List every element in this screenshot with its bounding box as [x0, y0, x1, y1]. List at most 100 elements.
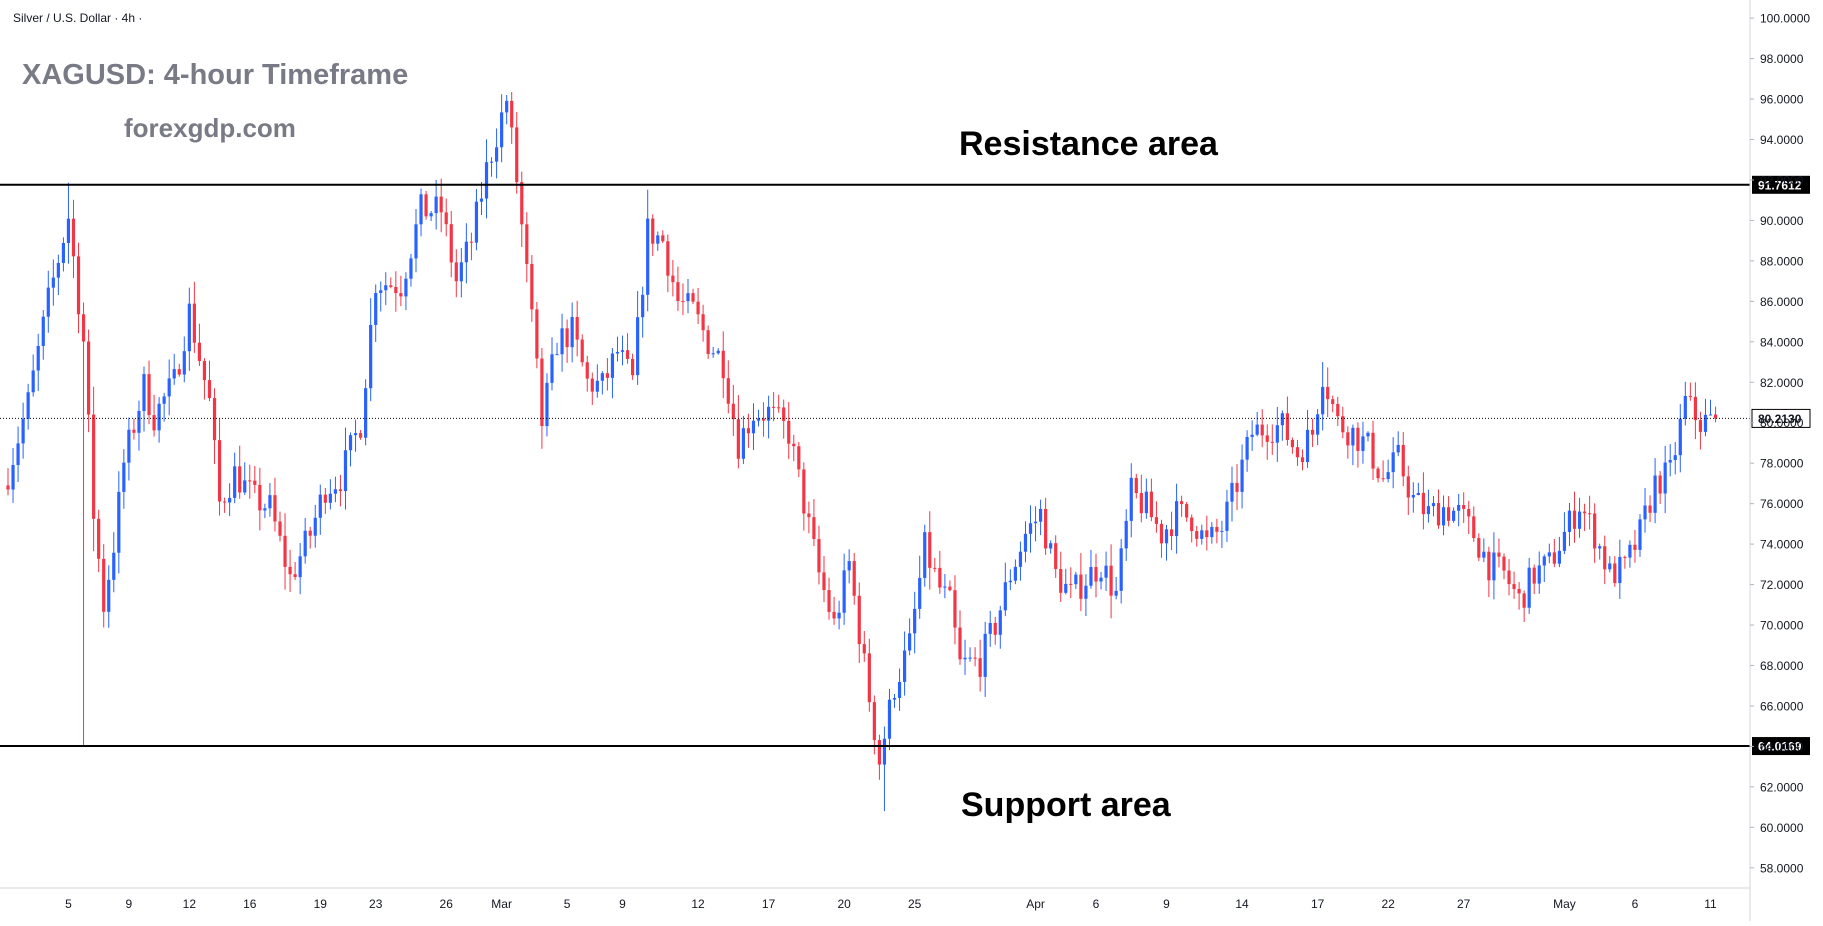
candle-body — [1703, 414, 1708, 432]
candle-body — [847, 561, 851, 571]
candle-body — [827, 590, 831, 612]
candle-body — [817, 539, 821, 573]
chart-overlay-title: XAGUSD: 4-hour Timeframe — [22, 59, 408, 91]
candle-body — [1693, 396, 1697, 421]
candle-body — [872, 702, 876, 741]
candle-body — [288, 566, 292, 575]
candle-body — [1114, 590, 1118, 596]
y-tick-label: 84.0000 — [1760, 335, 1804, 349]
candle-body — [1512, 584, 1516, 589]
candle-body — [1663, 462, 1667, 494]
candle-body — [56, 263, 60, 278]
candle-body — [1557, 550, 1561, 564]
candle-body — [343, 450, 348, 492]
candle-body — [741, 428, 746, 459]
candle-body — [837, 612, 841, 619]
candle-body — [147, 374, 151, 416]
candle-body — [1038, 508, 1043, 522]
candle-body — [222, 501, 227, 503]
candle-body — [1426, 506, 1431, 515]
candle-body — [1008, 580, 1012, 583]
candle-body — [1079, 574, 1083, 599]
candle-body — [1487, 551, 1491, 581]
candle-body — [1537, 565, 1541, 584]
candle-body — [1613, 563, 1617, 584]
candle-body — [1658, 475, 1662, 494]
candle-body — [1381, 478, 1385, 480]
x-tick-label: 19 — [314, 897, 328, 911]
support-price-label: 64.0169 — [1758, 740, 1802, 754]
candle-body — [1018, 551, 1023, 567]
candle-body — [777, 407, 781, 409]
candle-body — [772, 406, 776, 408]
candle-body — [701, 314, 705, 331]
candle-body — [1280, 413, 1284, 426]
candle-body — [1562, 531, 1567, 551]
candle-body — [364, 388, 368, 438]
candle-body — [167, 378, 171, 397]
y-tick-label: 74.0000 — [1760, 538, 1804, 552]
candle-body — [328, 493, 332, 503]
candle-body — [973, 657, 977, 659]
candle-body — [530, 263, 534, 310]
candle-body — [298, 556, 302, 578]
candle-body — [424, 194, 428, 217]
candle-body — [1366, 432, 1370, 437]
candle-body — [625, 350, 630, 359]
y-tick-label: 78.0000 — [1760, 457, 1804, 471]
candle-body — [449, 224, 453, 263]
candle-body — [212, 398, 217, 441]
x-tick-label: 26 — [440, 897, 454, 911]
candle-body — [333, 489, 338, 494]
candle-body — [671, 275, 675, 283]
candle-body — [545, 382, 549, 427]
candle-body — [374, 292, 378, 325]
candle-body — [1099, 577, 1103, 582]
candle-body — [1139, 493, 1143, 514]
candle-body — [243, 480, 247, 493]
candle-body — [807, 513, 811, 518]
candle-body — [1552, 552, 1556, 564]
y-tick-label: 72.0000 — [1760, 578, 1804, 592]
candle-body — [66, 218, 71, 244]
candle-body — [1003, 582, 1007, 611]
candle-body — [484, 162, 489, 199]
candle-body — [1386, 472, 1390, 480]
x-tick-label: 22 — [1381, 897, 1395, 911]
candle-body — [686, 293, 690, 302]
candle-body — [389, 285, 393, 287]
candle-body — [953, 590, 957, 628]
candle-body — [81, 314, 86, 342]
candle-body — [1149, 491, 1153, 518]
y-tick-label: 68.0000 — [1760, 659, 1804, 673]
candle-body — [988, 622, 992, 634]
candle-body — [676, 282, 680, 301]
candle-body — [852, 561, 856, 596]
candle-body — [1235, 482, 1239, 492]
candle-body — [877, 740, 882, 765]
candle-body — [207, 380, 212, 399]
candle-body — [479, 198, 484, 202]
candle-body — [1502, 556, 1506, 571]
candle-body — [1164, 529, 1169, 544]
candle-body — [661, 235, 665, 242]
candle-body — [61, 243, 66, 264]
candle-body — [1023, 533, 1028, 552]
candle-body — [303, 530, 307, 557]
candle-body — [41, 316, 45, 346]
candle-body — [736, 419, 740, 459]
candle-body — [1688, 395, 1692, 397]
candle-body — [887, 699, 892, 739]
candle-body — [1582, 511, 1587, 514]
candle-body — [590, 378, 594, 392]
candle-body — [338, 489, 343, 492]
candle-body — [86, 341, 91, 415]
candle-body — [1462, 505, 1466, 509]
y-tick-label: 88.0000 — [1760, 254, 1804, 268]
candle-body — [348, 435, 353, 451]
candle-body — [585, 362, 589, 379]
candle-body — [1205, 530, 1209, 538]
